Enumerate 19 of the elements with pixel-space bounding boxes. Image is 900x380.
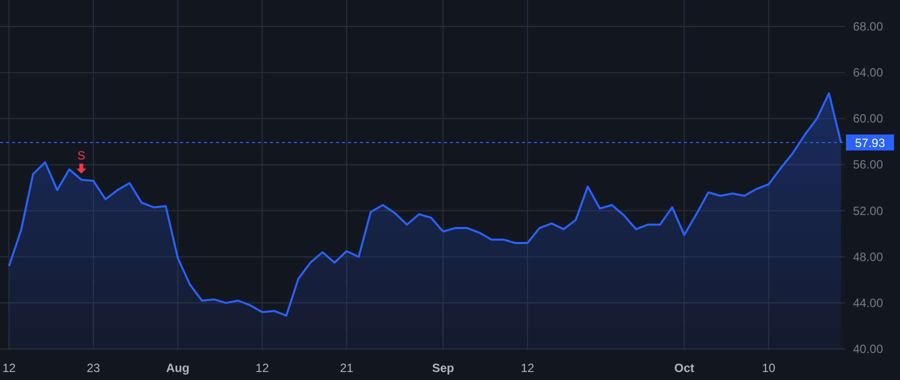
- x-tick-label: 21: [340, 361, 354, 375]
- x-tick-label: 10: [762, 361, 776, 375]
- x-tick-label: Aug: [166, 361, 190, 375]
- x-tick-label: 12: [256, 361, 270, 375]
- annotation: S: [77, 148, 86, 163]
- y-tick-label: 44.00: [852, 296, 884, 310]
- y-tick-label: 52.00: [852, 204, 884, 218]
- y-tick-label: 40.00: [852, 342, 884, 356]
- y-tick-label: 68.00: [852, 19, 884, 34]
- y-tick-label: 48.00: [852, 250, 884, 264]
- y-tick-label: 64.00: [852, 66, 884, 80]
- y-tick-label: 60.00: [852, 112, 884, 126]
- x-tick-label: 23: [86, 361, 100, 375]
- ref-line-label: 57.93: [854, 136, 886, 150]
- x-tick-label: Sep: [432, 361, 454, 375]
- x-tick-label: 12: [2, 361, 16, 375]
- x-tick-label: Oct: [674, 361, 694, 375]
- x-tick-label: 12: [520, 361, 534, 375]
- y-tick-label: 56.00: [852, 158, 884, 172]
